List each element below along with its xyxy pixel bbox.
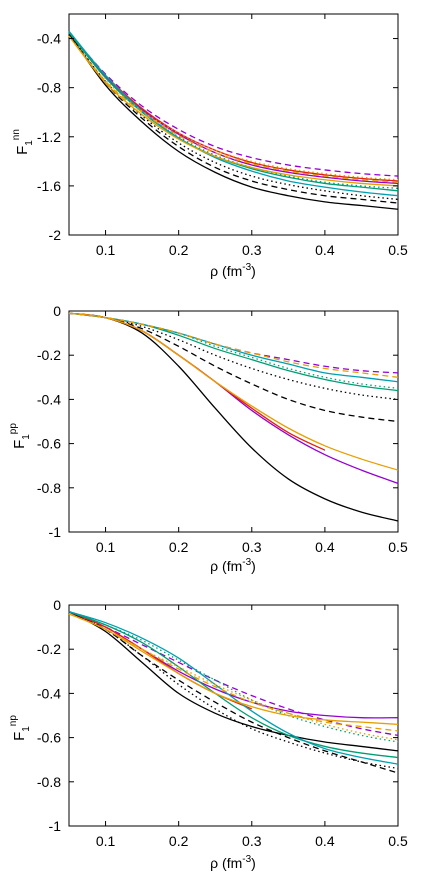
y-tick-label: -0.2	[37, 347, 61, 363]
x-tick-label: 0.4	[315, 833, 335, 849]
series-line-2	[68, 611, 399, 774]
x-tick-label: 0.4	[315, 242, 335, 258]
series-line-4	[68, 312, 399, 484]
x-tick-label: 0.5	[388, 242, 408, 258]
chart-panel-middle: -1-0.8-0.6-0.4-0.200.1 0.2 0.3 0.4 0.5 F1pp …	[8, 303, 408, 574]
y-tick-label: -0.8	[37, 480, 61, 496]
x-tick-label: 0.5	[388, 539, 408, 555]
y-axis-label: F1pp	[8, 423, 32, 449]
y-axis-label: F1np	[8, 715, 32, 741]
y-tick-label: -1.2	[37, 129, 61, 145]
x-axis-label: ρ (fm-3)	[210, 262, 256, 279]
series-line-7	[68, 32, 399, 192]
x-tick-label: 0.1	[96, 242, 116, 258]
y-tick-label: 0	[53, 597, 61, 613]
series-line-7	[68, 611, 399, 759]
series-line-11	[68, 312, 399, 378]
x-tick-label: 0.5	[388, 833, 408, 849]
chart-panel-top: -2 -1.6 -1.2 -0.8 -0.4 0.1 0.2 0.3 0.4 0.5 F1nn ρ…	[11, 13, 408, 279]
series-line-6	[68, 31, 399, 182]
x-tick-label: 0.2	[169, 833, 189, 849]
series-line-9	[68, 611, 399, 765]
series-line-10	[68, 312, 399, 471]
y-tick-label: -0.4	[37, 685, 61, 701]
x-tick-label: 0.2	[169, 242, 189, 258]
axis-ticks: -2 -1.6 -1.2 -0.8 -0.4 0.1 0.2 0.3 0.4 0.5	[37, 14, 408, 258]
y-tick-label: -0.6	[37, 730, 61, 746]
plot-frame	[68, 13, 399, 236]
series-line-5	[68, 611, 399, 737]
axis-ticks: -1 -0.8 -0.6 -0.4 -0.2 0 0.1 0.2 0.3 0.4 0.5	[37, 597, 408, 849]
y-tick-label: -0.8	[37, 774, 61, 790]
x-tick-label: 0.1	[96, 833, 116, 849]
x-tick-label: 0.3	[242, 539, 262, 555]
x-tick-label: 0.3	[242, 242, 262, 258]
series-line-6	[68, 312, 326, 451]
x-tick-label: 0.1	[96, 539, 116, 555]
series-line-8	[68, 611, 399, 743]
y-tick-label: 0	[53, 303, 61, 319]
axis-ticks: -1 -0.8 -0.6 -0.4 -0.2 0 0.1 0.2 0.3 0.4 0.5	[37, 303, 408, 555]
series-line-10	[68, 613, 399, 725]
y-tick-label: -0.8	[37, 80, 61, 96]
y-tick-label: -1	[49, 818, 62, 834]
series-line-10	[68, 35, 399, 187]
series-line-1	[68, 312, 399, 522]
y-tick-label: -0.4	[37, 391, 61, 407]
y-tick-label: -1	[49, 524, 62, 540]
x-tick-label: 0.3	[242, 833, 262, 849]
series-line-1	[68, 611, 399, 752]
series-line-9	[68, 312, 399, 383]
series-line-2	[68, 33, 399, 204]
plot-frame	[68, 604, 399, 827]
series-line-4	[68, 32, 399, 185]
y-tick-label: -2	[49, 227, 62, 243]
series-line-11	[68, 613, 399, 732]
plot-area	[68, 30, 399, 210]
series-line-9	[68, 30, 399, 197]
series-line-5	[68, 31, 399, 177]
y-tick-label: -0.2	[37, 641, 61, 657]
series-line-12	[68, 613, 399, 741]
x-tick-label: 0.4	[315, 539, 335, 555]
series-line-8	[68, 312, 399, 389]
y-tick-label: -1.6	[37, 178, 61, 194]
series-line-3	[68, 312, 399, 401]
x-axis-label: ρ (fm-3)	[210, 854, 256, 871]
series-line-1	[68, 33, 399, 210]
series-line-12	[68, 35, 399, 181]
series-line-2	[68, 312, 399, 423]
series-line-7	[68, 312, 399, 392]
plot-area	[68, 312, 399, 522]
y-tick-label: -0.4	[37, 31, 61, 47]
y-tick-label: -0.6	[37, 436, 61, 452]
series-line-11	[68, 35, 399, 183]
x-axis-label: ρ (fm-3)	[210, 557, 256, 574]
plot-area	[68, 611, 399, 774]
x-tick-label: 0.2	[169, 539, 189, 555]
plot-frame	[68, 310, 399, 533]
y-axis-label: F1nn	[11, 129, 35, 155]
chart-panel-bottom: -1-0.8-0.6-0.4-0.200.1 0.2 0.3 0.4 0.5 F1np …	[8, 597, 408, 871]
